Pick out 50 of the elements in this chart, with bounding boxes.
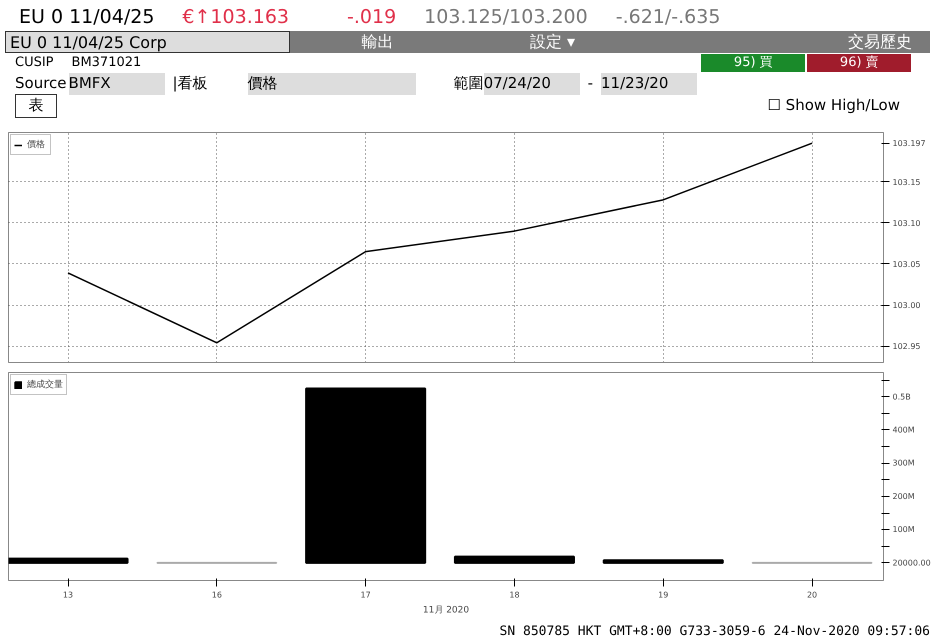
text: 價格 [248, 73, 416, 95]
y-tick-label: 20000.00 [892, 558, 931, 568]
y-tick-label: 103.00 [892, 301, 920, 310]
text: BM371021 [72, 54, 142, 72]
x-tick-label: 17 [360, 590, 371, 600]
bar [454, 556, 575, 564]
bar [305, 387, 426, 564]
y-tick-label: 200M [892, 492, 915, 501]
text: ☐ Show High/Low [767, 95, 900, 116]
text: EU 0 11/04/25 [19, 5, 154, 30]
text: Source [15, 73, 67, 94]
x-tick-label: 20 [806, 590, 818, 600]
x-tick-label: 19 [658, 590, 668, 600]
bar [8, 558, 129, 564]
text: €↑103.163 [182, 5, 289, 30]
x-tick-label: 18 [509, 590, 520, 600]
text: 103.125/103.200 [424, 5, 588, 30]
legend-label: 總成交量 [27, 378, 63, 391]
text: 07/24/20 [484, 73, 580, 95]
text: 設定 ▾ [528, 31, 576, 53]
y-tick-label: 100M [892, 525, 915, 534]
text: SN 850785 HKT GMT+8:00 G733-3059-6 24-Nov-2020 09:57:06 [498, 623, 930, 637]
legend-label: 價格 [27, 138, 46, 151]
y-tick-label: 300M [892, 458, 915, 468]
line-series [67, 142, 813, 344]
text: - [588, 73, 594, 94]
bar [602, 559, 724, 564]
y-tick-label: 103.15 [892, 178, 920, 187]
text: 95) 買 [701, 54, 806, 72]
chart-title: EU 0 11/04/25 Corp [5, 31, 290, 53]
y-tick-label: 102.95 [892, 342, 920, 352]
text: CUSIP [15, 54, 54, 72]
text: 表 [15, 94, 57, 118]
text: -.019 [347, 5, 396, 30]
y-tick-label: 400M [892, 425, 915, 434]
text: 11/23/20 [601, 73, 698, 95]
text: 交易歷史 [847, 31, 913, 53]
text: 輸出 [360, 31, 394, 53]
text: -.621/-.635 [616, 5, 720, 30]
x-tick-label: 13 [62, 590, 74, 600]
text: 範圍 [454, 73, 484, 94]
y-tick-label: 0.5B [892, 392, 911, 402]
text: BMFX [68, 73, 165, 95]
text: 96) 賣 [807, 54, 912, 72]
x-tick-label: 16 [212, 590, 222, 600]
x-axis-title: 11月 2020 [422, 606, 470, 616]
y-tick-label: 103.197 [892, 139, 926, 148]
y-tick-label: 103.10 [892, 218, 920, 228]
y-tick-label: 103.05 [892, 260, 920, 269]
text: |看板 [172, 73, 208, 94]
